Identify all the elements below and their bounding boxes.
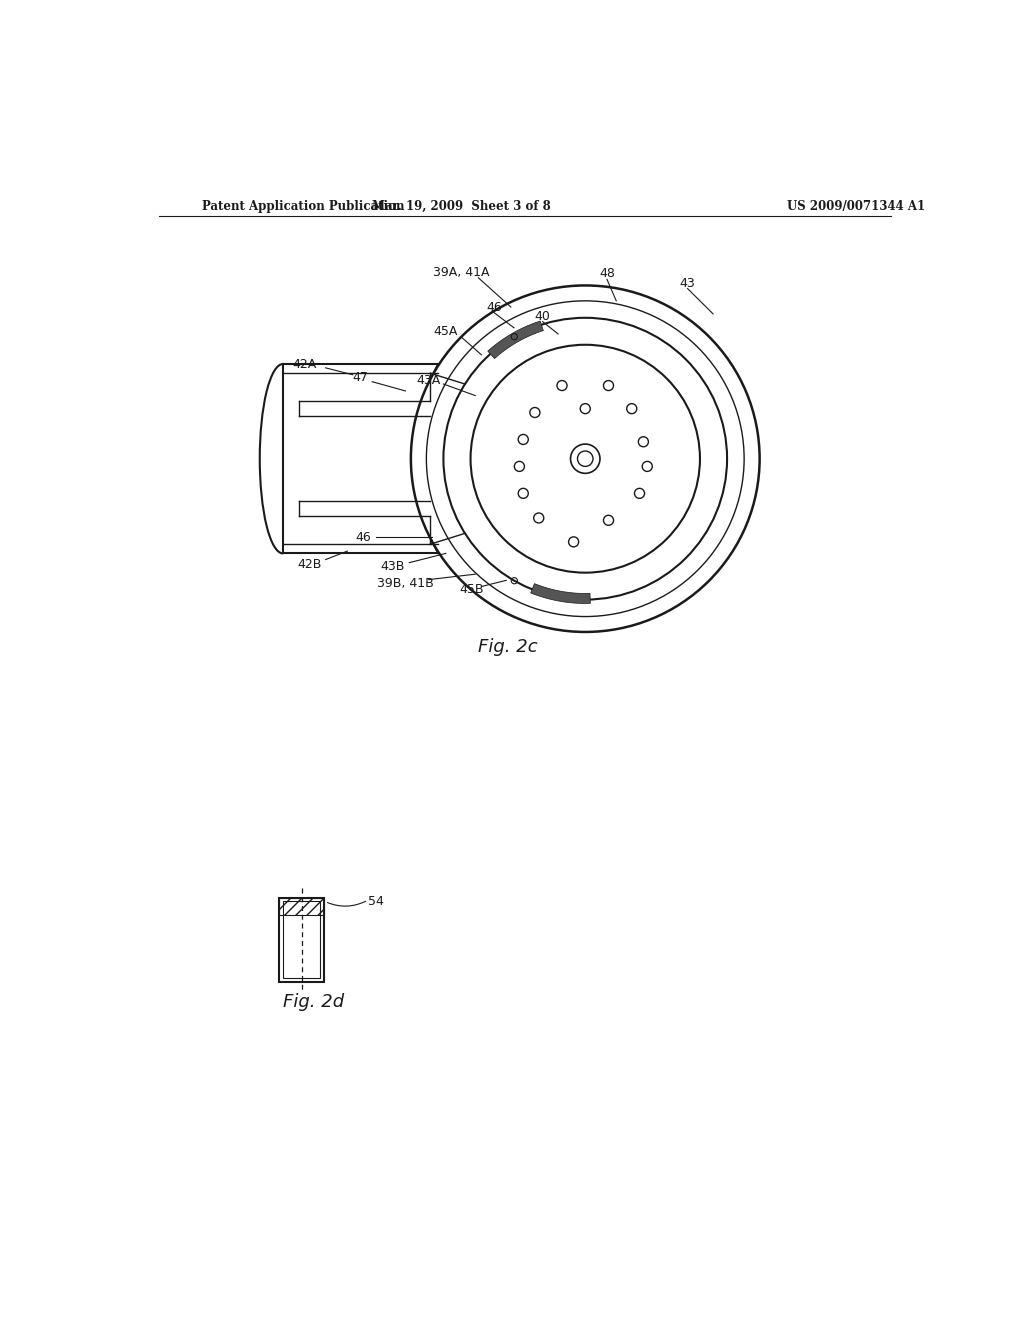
- Bar: [280, 898, 324, 915]
- Text: 42B: 42B: [297, 557, 322, 570]
- Text: 43: 43: [680, 277, 695, 289]
- Text: 45A: 45A: [433, 325, 458, 338]
- Text: Patent Application Publication: Patent Application Publication: [202, 199, 404, 213]
- Text: Fig. 2d: Fig. 2d: [284, 993, 344, 1011]
- Text: 39B, 41B: 39B, 41B: [377, 577, 434, 590]
- Polygon shape: [487, 321, 544, 359]
- Text: 43A: 43A: [417, 374, 440, 387]
- Text: 46: 46: [355, 531, 371, 544]
- Text: 42A: 42A: [292, 358, 316, 371]
- Text: 47: 47: [352, 371, 369, 384]
- Text: 45B: 45B: [460, 583, 484, 597]
- Bar: [280, 898, 324, 982]
- Text: Mar. 19, 2009  Sheet 3 of 8: Mar. 19, 2009 Sheet 3 of 8: [372, 199, 551, 213]
- Bar: [283, 902, 321, 978]
- Text: Fig. 2c: Fig. 2c: [478, 639, 538, 656]
- Text: 48: 48: [599, 268, 614, 280]
- Polygon shape: [530, 583, 590, 603]
- Text: 39A, 41A: 39A, 41A: [433, 265, 489, 279]
- Text: 40: 40: [535, 310, 551, 323]
- Text: 54: 54: [368, 895, 384, 908]
- Text: 46: 46: [486, 301, 502, 314]
- Text: US 2009/0071344 A1: US 2009/0071344 A1: [786, 199, 925, 213]
- Text: 43B: 43B: [381, 560, 406, 573]
